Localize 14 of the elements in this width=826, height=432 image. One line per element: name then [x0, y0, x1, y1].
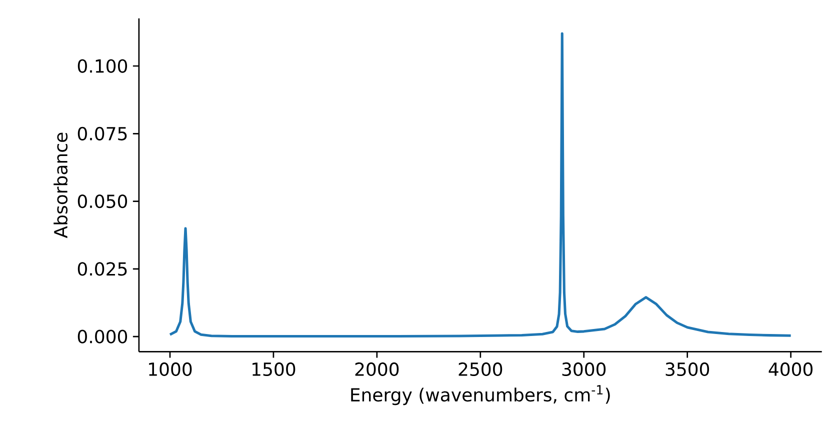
x-tick-label: 2500 [458, 362, 502, 376]
y-tick-label: 0.100 [78, 59, 128, 73]
x-tick-label: 1500 [252, 362, 296, 376]
x-axis-title: Energy (wavenumbers, cm$^{-1}$) [351, 385, 610, 406]
x-tick-label: 4000 [768, 362, 813, 376]
y-tick-label: 0.000 [78, 330, 128, 344]
x-tick-label: 1000 [149, 362, 192, 376]
x-tick-label: 2000 [355, 362, 399, 376]
x-tick-label: 3000 [562, 362, 606, 376]
y-axis-title: Absorbance [54, 132, 68, 238]
x-tick-label: 3500 [666, 362, 710, 376]
y-tick-label: 0.025 [78, 262, 127, 276]
y-tick-label: 0.050 [78, 194, 128, 208]
y-tick-label: 0.075 [78, 126, 127, 140]
